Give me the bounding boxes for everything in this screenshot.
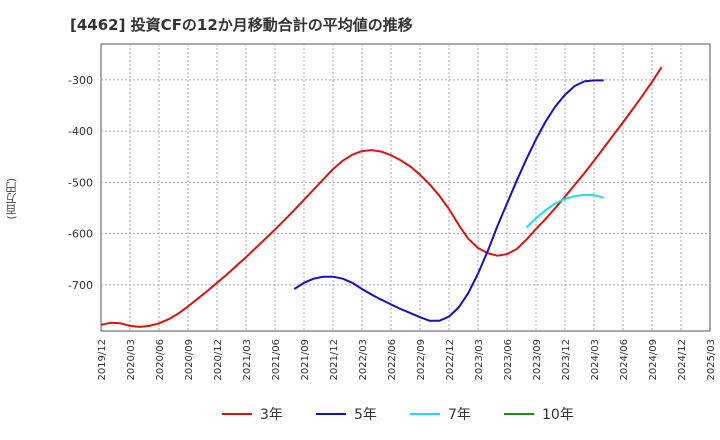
legend-item-10y: 10年 <box>504 402 574 426</box>
legend-swatch-3y <box>222 413 252 415</box>
x-tick-label: 2022/12 <box>445 339 456 381</box>
legend-swatch-5y <box>316 413 346 415</box>
legend-item-7y: 7年 <box>410 402 471 426</box>
x-tick-label: 2023/03 <box>474 339 485 381</box>
series-line-1 <box>293 79 604 322</box>
x-tick-label: 2022/09 <box>416 339 427 381</box>
legend-item-3y: 3年 <box>222 402 283 426</box>
legend-label-5y: 5年 <box>354 407 377 423</box>
x-tick-label: 2022/03 <box>358 339 369 381</box>
y-tick-label: -300 <box>68 74 93 87</box>
x-tick-label: 2020/06 <box>155 339 166 381</box>
chart-title: [4462] 投資CFの12か月移動合計の平均値の推移 <box>70 16 413 34</box>
x-tick-label: 2023/06 <box>503 339 514 381</box>
y-tick-label: -400 <box>68 125 93 138</box>
x-tick-label: 2021/12 <box>329 339 340 381</box>
legend-item-5y: 5年 <box>316 402 377 426</box>
series-layer <box>100 66 663 328</box>
x-tick-label: 2022/06 <box>387 339 398 381</box>
x-tick-label: 2020/12 <box>213 339 224 381</box>
x-tick-label: 2019/12 <box>97 339 108 381</box>
plot-area <box>100 43 711 332</box>
legend-label-3y: 3年 <box>260 407 283 423</box>
series-line-0 <box>100 66 663 328</box>
x-tick-label: 2020/09 <box>184 339 195 381</box>
x-tick-label: 2024/03 <box>590 339 601 381</box>
x-tick-label: 2021/09 <box>300 339 311 381</box>
y-tick-labels: -300 -400 -500 -600 -700 <box>68 74 93 292</box>
x-tick-label: 2024/09 <box>648 339 659 381</box>
x-tick-label: 2024/06 <box>619 339 630 381</box>
x-tick-label: 2024/12 <box>677 339 688 381</box>
legend-label-7y: 7年 <box>448 407 471 423</box>
x-tick-label: 2021/06 <box>271 339 282 381</box>
legend-label-10y: 10年 <box>542 407 574 423</box>
x-tick-labels: 2019/12 2020/03 2020/06 2020/09 2020/12 2021/… <box>97 339 717 381</box>
legend: 3年 5年 7年 10年 <box>0 402 720 426</box>
x-tick-label: 2023/12 <box>561 339 572 381</box>
x-tick-label: 2021/03 <box>242 339 253 381</box>
x-tick-label: 2025/03 <box>706 339 717 381</box>
series-line-2 <box>525 193 604 229</box>
y-tick-label: -500 <box>68 176 93 189</box>
legend-swatch-10y <box>504 413 534 415</box>
y-tick-label: -600 <box>68 228 93 241</box>
y-tick-label: -700 <box>68 279 93 292</box>
grid-layer <box>101 44 710 331</box>
x-tick-label: 2023/09 <box>532 339 543 381</box>
x-tick-label: 2020/03 <box>126 339 137 381</box>
legend-swatch-7y <box>410 413 440 415</box>
